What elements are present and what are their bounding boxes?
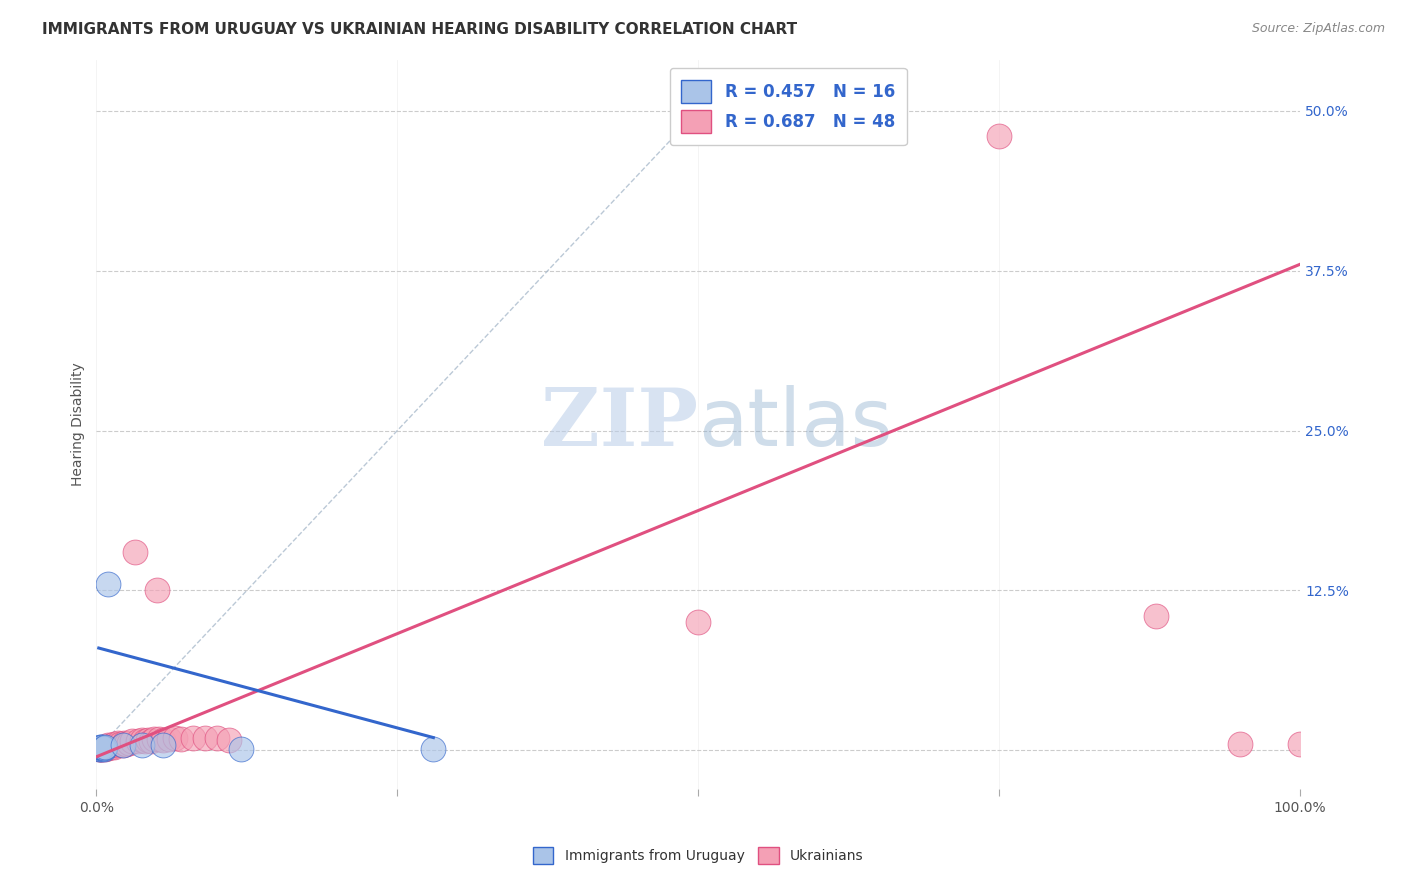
Point <box>89 742 111 756</box>
Point <box>152 733 174 747</box>
Point <box>988 129 1011 144</box>
Text: ZIP: ZIP <box>541 385 699 463</box>
Text: Source: ZipAtlas.com: Source: ZipAtlas.com <box>1251 22 1385 36</box>
Point <box>152 738 174 752</box>
Point <box>1289 737 1312 751</box>
Point <box>181 731 204 745</box>
Point <box>1229 737 1251 751</box>
Point <box>688 615 710 630</box>
Point <box>145 583 167 598</box>
Point <box>218 733 240 747</box>
Point <box>100 739 122 754</box>
Point <box>103 739 125 754</box>
Point <box>87 742 110 756</box>
Point <box>111 738 134 752</box>
Point <box>91 740 114 755</box>
Point <box>93 740 115 755</box>
Point <box>90 739 112 754</box>
Point <box>101 738 124 752</box>
Point <box>169 731 191 746</box>
Point <box>118 736 141 750</box>
Point <box>112 736 135 750</box>
Point <box>91 740 114 755</box>
Point <box>97 738 120 752</box>
Point <box>127 734 149 748</box>
Point <box>105 738 128 752</box>
Point <box>124 545 146 559</box>
Text: IMMIGRANTS FROM URUGUAY VS UKRAINIAN HEARING DISABILITY CORRELATION CHART: IMMIGRANTS FROM URUGUAY VS UKRAINIAN HEA… <box>42 22 797 37</box>
Point <box>93 742 115 756</box>
Point <box>111 738 134 752</box>
Point <box>139 734 162 748</box>
Point <box>90 742 112 756</box>
Text: atlas: atlas <box>699 385 893 463</box>
Point <box>136 733 159 747</box>
Point <box>89 740 111 755</box>
Point <box>131 733 153 747</box>
Point <box>205 731 228 745</box>
Point <box>103 737 125 751</box>
Point <box>89 739 111 754</box>
Point <box>94 740 117 755</box>
Point <box>96 739 118 754</box>
Point <box>93 739 115 754</box>
Point <box>90 742 112 756</box>
Point <box>121 734 143 748</box>
Point <box>91 739 114 754</box>
Point <box>143 731 166 746</box>
Point <box>134 734 156 748</box>
Y-axis label: Hearing Disability: Hearing Disability <box>72 362 86 486</box>
Point <box>97 577 120 591</box>
Point <box>1144 609 1167 624</box>
Point <box>89 740 111 755</box>
Point <box>163 731 186 745</box>
Point <box>194 731 217 745</box>
Point <box>90 740 112 755</box>
Point <box>87 742 110 756</box>
Point <box>97 740 120 755</box>
Point <box>91 742 114 756</box>
Point <box>148 731 170 746</box>
Point <box>110 737 132 751</box>
Point <box>115 737 138 751</box>
Point <box>93 740 115 755</box>
Point <box>157 731 180 746</box>
Point <box>229 742 252 756</box>
Point <box>107 736 129 750</box>
Point <box>131 738 153 752</box>
Point <box>422 742 444 756</box>
Legend: R = 0.457   N = 16, R = 0.687   N = 48: R = 0.457 N = 16, R = 0.687 N = 48 <box>669 68 907 145</box>
Point <box>94 742 117 756</box>
Point <box>94 739 117 754</box>
